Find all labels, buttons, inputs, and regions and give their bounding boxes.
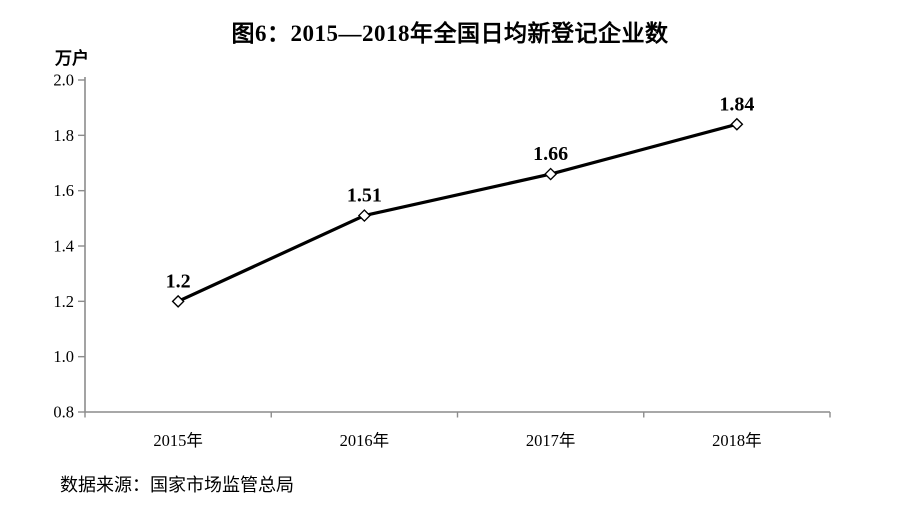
data-point-label: 1.84 xyxy=(719,93,754,115)
x-tick-label: 2018年 xyxy=(712,431,762,450)
data-point-label: 1.66 xyxy=(533,143,568,165)
y-tick-label: 1.2 xyxy=(53,292,74,311)
y-tick-label: 1.6 xyxy=(53,181,74,200)
chart-title: 图6：2015—2018年全国日均新登记企业数 xyxy=(231,21,669,46)
x-tick-label: 2015年 xyxy=(153,431,203,450)
data-point-marker xyxy=(171,294,185,308)
data-source-caption: 数据来源：国家市场监管总局 xyxy=(60,475,294,495)
x-tick-label: 2016年 xyxy=(340,431,390,450)
y-tick-label: 1.8 xyxy=(53,126,74,145)
y-tick-label: 0.8 xyxy=(53,403,74,422)
data-point-label: 1.2 xyxy=(166,270,191,292)
data-point-marker xyxy=(544,167,558,181)
data-point-label: 1.51 xyxy=(347,185,382,207)
y-tick-label: 1.0 xyxy=(53,347,74,366)
y-tick-label: 1.4 xyxy=(53,237,74,256)
data-point-marker xyxy=(357,209,371,223)
x-tick-label: 2017年 xyxy=(526,431,576,450)
y-tick-label: 2.0 xyxy=(53,71,74,90)
y-axis-unit-label: 万户 xyxy=(55,49,89,68)
series-line xyxy=(176,122,739,303)
data-point-marker xyxy=(730,117,744,131)
